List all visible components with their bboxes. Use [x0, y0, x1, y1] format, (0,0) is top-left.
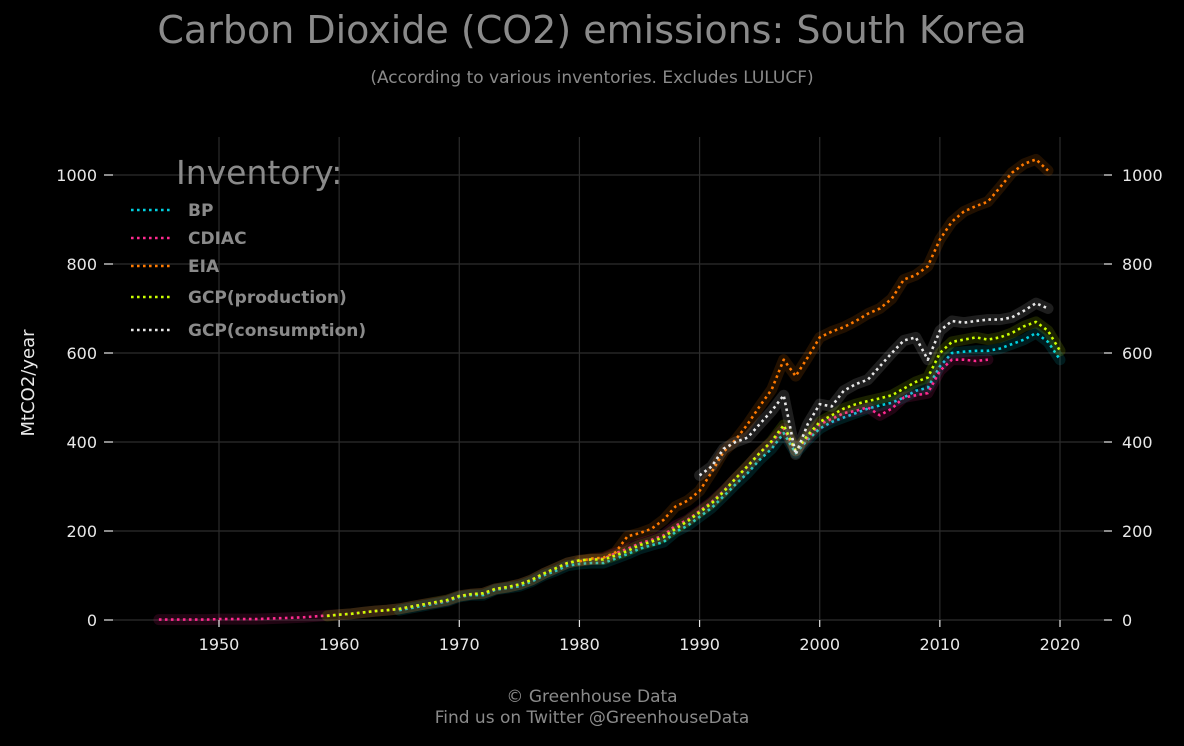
legend-label-gcp-production: GCP(production): [188, 288, 347, 308]
x-tick-label: 2020: [1040, 635, 1081, 654]
y-tick-label-right: 1000: [1122, 166, 1163, 185]
y-axis-label: MtCO2/year: [18, 329, 39, 437]
y-tick-label-left: 400: [66, 433, 97, 452]
legend-title: Inventory:: [176, 153, 342, 192]
y-tick-label-right: 600: [1122, 344, 1153, 363]
y-tick-label-left: 1000: [56, 166, 97, 185]
series-line-gcp-production: [326, 320, 1062, 618]
twitter-credit: Find us on Twitter @GreenhouseData: [434, 708, 750, 728]
y-tick-label-left: 600: [66, 344, 97, 363]
y-tick-label-right: 0: [1122, 611, 1132, 630]
x-tick-label: 1960: [319, 635, 360, 654]
series-glow-bp: [393, 327, 1066, 616]
y-tick-label-left: 800: [66, 255, 97, 274]
series-line-gcp-consumption: [698, 301, 1049, 477]
series-line-bp: [398, 331, 1062, 612]
x-tick-label: 1980: [559, 635, 600, 654]
legend-label-eia: EIA: [188, 257, 220, 277]
x-tick-label: 1970: [439, 635, 480, 654]
legend-label-bp: BP: [188, 201, 213, 221]
x-tick-label: 2010: [919, 635, 960, 654]
series-line-eia: [579, 158, 1049, 563]
copyright-text: © Greenhouse Data: [506, 687, 678, 707]
legend-label-gcp-consumption: GCP(consumption): [188, 321, 366, 341]
y-tick-label-right: 400: [1122, 433, 1153, 452]
footer: © Greenhouse Data Find us on Twitter @Gr…: [0, 687, 1184, 729]
chart-subtitle: (According to various inventories. Exclu…: [370, 68, 814, 88]
y-tick-label-left: 200: [66, 522, 97, 541]
x-tick-label: 1990: [679, 635, 720, 654]
series-glow-gcp-consumption: [694, 297, 1054, 481]
chart-title: Carbon Dioxide (CO2) emissions: South Ko…: [157, 8, 1027, 52]
y-tick-label-right: 200: [1122, 522, 1153, 541]
grid-lines: [113, 137, 1104, 621]
legend: Inventory: BP CDIAC EIA GCP(production) GCP(…: [131, 153, 366, 341]
series-lines: [153, 153, 1066, 626]
axis-ticks: 1950 1960 1970 1980 1990 2000 2010 2020 0 0 200 200…: [56, 166, 1162, 654]
y-tick-label-left: 0: [87, 611, 97, 630]
x-tick-label: 2000: [799, 635, 840, 654]
legend-label-cdiac: CDIAC: [188, 229, 247, 249]
y-tick-label-right: 800: [1122, 255, 1153, 274]
x-tick-label: 1950: [199, 635, 240, 654]
